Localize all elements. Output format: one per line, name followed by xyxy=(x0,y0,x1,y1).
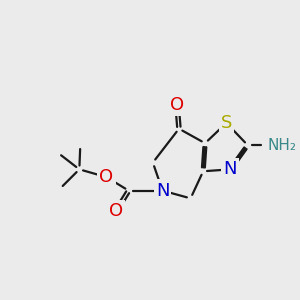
Text: N: N xyxy=(224,160,237,178)
Text: N: N xyxy=(156,182,169,200)
Text: S: S xyxy=(221,114,232,132)
Text: NH₂: NH₂ xyxy=(267,138,296,153)
Text: O: O xyxy=(170,95,184,113)
Text: O: O xyxy=(109,202,123,220)
Text: O: O xyxy=(99,168,113,186)
